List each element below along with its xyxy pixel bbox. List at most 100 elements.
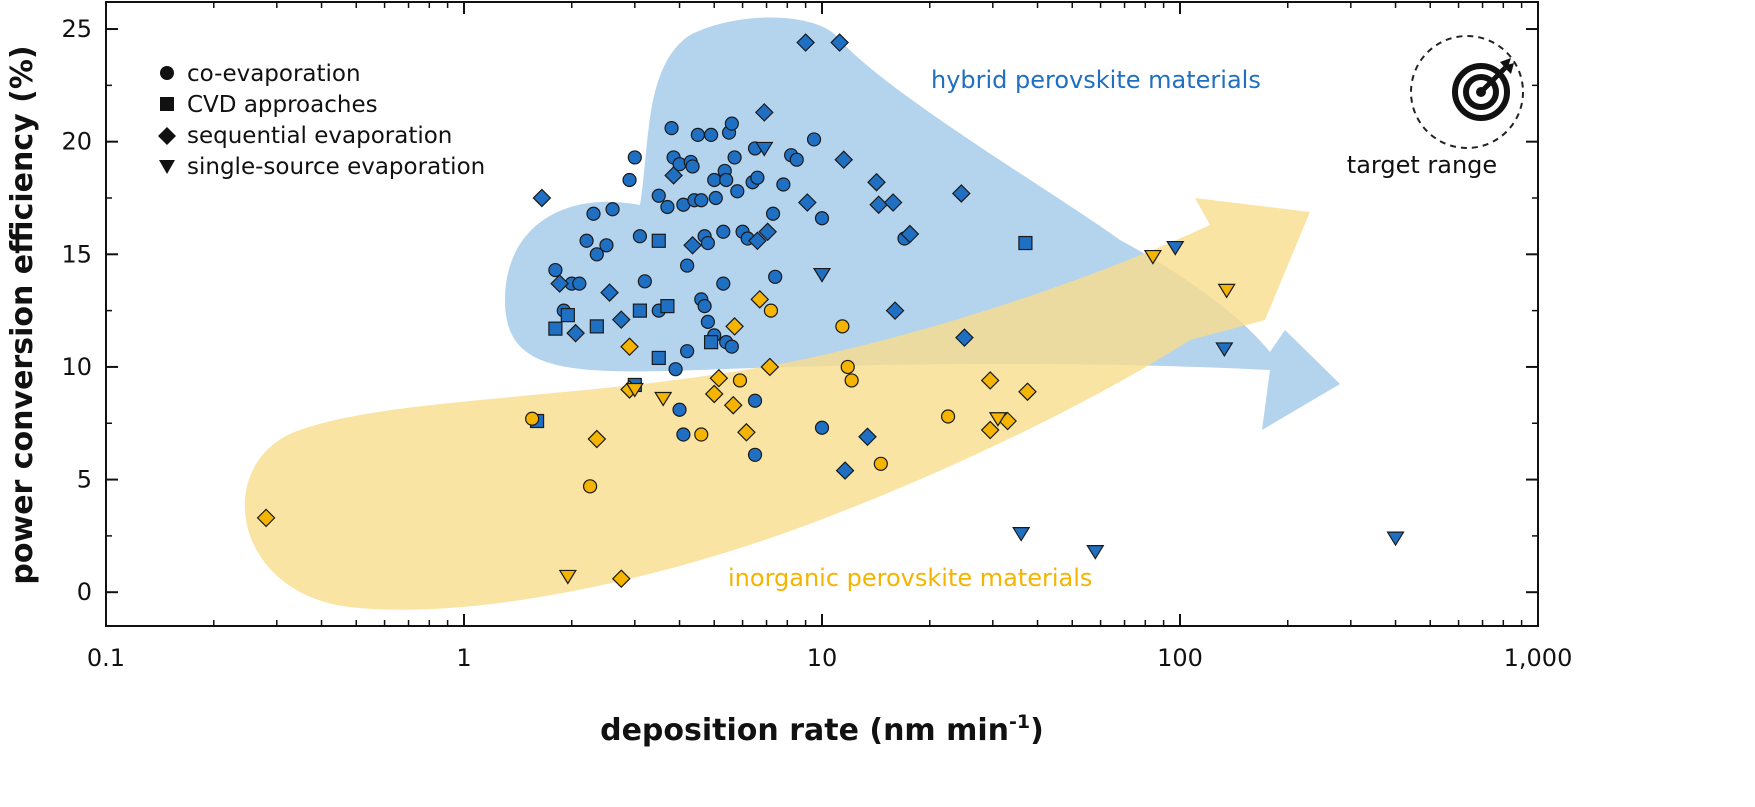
y-tick-label: 25 [61,15,92,43]
hybrid-triangle-down-point [1166,240,1185,256]
hybrid-circle-point [814,420,830,435]
hybrid-circle-point [664,121,679,136]
hybrid-circle-point [700,314,715,329]
hybrid-diamond-point [951,184,971,203]
x-tick-label: 10 [807,644,838,672]
inorganic-diamond-point [620,337,639,357]
hybrid-diamond-point [835,461,855,480]
hybrid-circle-point [586,206,601,221]
hybrid-triangle-down-point [812,267,832,283]
hybrid-square-point [703,335,719,350]
hybrid-square-point [548,321,563,336]
inorganic-triangle-down-point [625,382,644,398]
hybrid-square-point [651,233,666,248]
inorganic-circle-point [840,359,855,375]
hybrid-circle-point [703,127,719,143]
hybrid-triangle-down-point [1012,527,1031,542]
inorganic-diamond-point [980,371,1000,390]
hybrid-circle-point [637,274,652,289]
inorganic-diamond-point [704,384,724,404]
legend-item-co-evaporation: co-evaporation [160,61,361,87]
hybrid-square-point [660,299,675,314]
hybrid-circle-point [676,427,691,442]
x-tick-label: 1,000 [1504,644,1573,672]
hybrid-diamond-point [858,427,877,447]
hybrid-triangle-down-point [1086,545,1105,560]
hybrid-diamond-point [758,222,778,242]
hybrid-circle-point [747,447,763,462]
hybrid-circle-point [572,276,587,291]
hybrid-circle-point [632,229,648,244]
hybrid-circle-point [622,172,637,188]
hybrid-diamond-point [600,283,619,302]
hybrid-circle-point [750,170,765,185]
hybrid-diamond-point [834,150,854,170]
x-tick-label: 0.1 [87,644,125,672]
inorganic-circle-point [835,319,850,334]
inorganic-triangle-down-point [988,412,1007,427]
hybrid-diamond-point [883,193,903,212]
hybrid-circle-point [697,299,712,314]
hybrid-circle-point [589,247,604,262]
legend-triangle-marker [159,160,175,174]
hybrid-circle-point [708,190,723,206]
inorganic-diamond-point [256,508,276,528]
inorganic-diamond-point [723,395,743,415]
hybrid-diamond-point [867,172,886,192]
hybrid-diamond-point [796,33,815,52]
hybrid-circle-point [599,238,614,253]
hybrid-square-point [560,308,575,323]
legend: co-evaporation CVD approaches sequential… [158,61,485,180]
axis-ticks: 0.1 1 10 100 1,000 0 5 10 15 20 25 [61,2,1572,672]
inorganic-triangle-down-point [1143,249,1162,265]
hybrid-circle-point [680,258,695,273]
legend-item-cvd: CVD approaches [160,92,378,118]
inorganic-circle-point [873,456,888,471]
hybrid-circle-point [814,211,830,226]
inorganic-circle-point [732,373,748,388]
inorganic-circle-point [763,303,779,318]
hybrid-diamond-point [683,235,702,255]
hybrid-diamond-point [754,103,774,122]
hybrid-circle-point [776,177,791,192]
legend-square-marker [160,97,174,111]
y-tick-label: 20 [61,128,92,156]
inorganic-diamond-point [737,422,756,442]
hybrid-circle-point [672,402,687,417]
legend-label: CVD approaches [187,92,378,118]
hybrid-circle-point [680,344,695,359]
inorganic-diamond-point [1018,382,1037,402]
hybrid-circle-point [765,206,781,221]
legend-label: single-source evaporation [187,154,485,180]
y-tick-label: 10 [61,353,92,381]
legend-diamond-marker [158,127,176,145]
x-tick-label: 100 [1157,644,1203,672]
inorganic-circle-point [525,411,540,426]
y-tick-label: 5 [77,466,92,494]
hybrid-circle-point [548,262,563,278]
hybrid-diamond-point [748,231,767,251]
hybrid-diamond-point [797,193,817,212]
hybrid-circle-point [768,269,783,284]
hybrid-circle-point [685,159,700,174]
y-tick-label: 0 [77,578,92,606]
x-tick-label: 1 [456,644,471,672]
inorganic-diamond-point [611,569,631,589]
hybrid-triangle-down-point [1386,531,1405,547]
hybrid-square-point [589,319,604,334]
hybrid-circle-point [724,116,739,131]
hybrid-circle-point [727,150,742,165]
hybrid-diamond-point [532,188,552,208]
inorganic-region-label: inorganic perovskite materials [728,564,1092,592]
hybrid-diamond-point [900,224,920,244]
hybrid-square-point [651,350,666,366]
hybrid-circle-point [789,152,804,167]
legend-label: co-evaporation [187,61,361,87]
hybrid-circle-point [690,127,705,143]
hybrid-triangle-down-point [1215,342,1234,358]
x-axis-title: deposition rate (nm min-1) [600,711,1044,748]
inorganic-diamond-point [709,368,729,388]
hybrid-circle-point [605,202,620,217]
hybrid-triangle-down-point [755,141,774,157]
